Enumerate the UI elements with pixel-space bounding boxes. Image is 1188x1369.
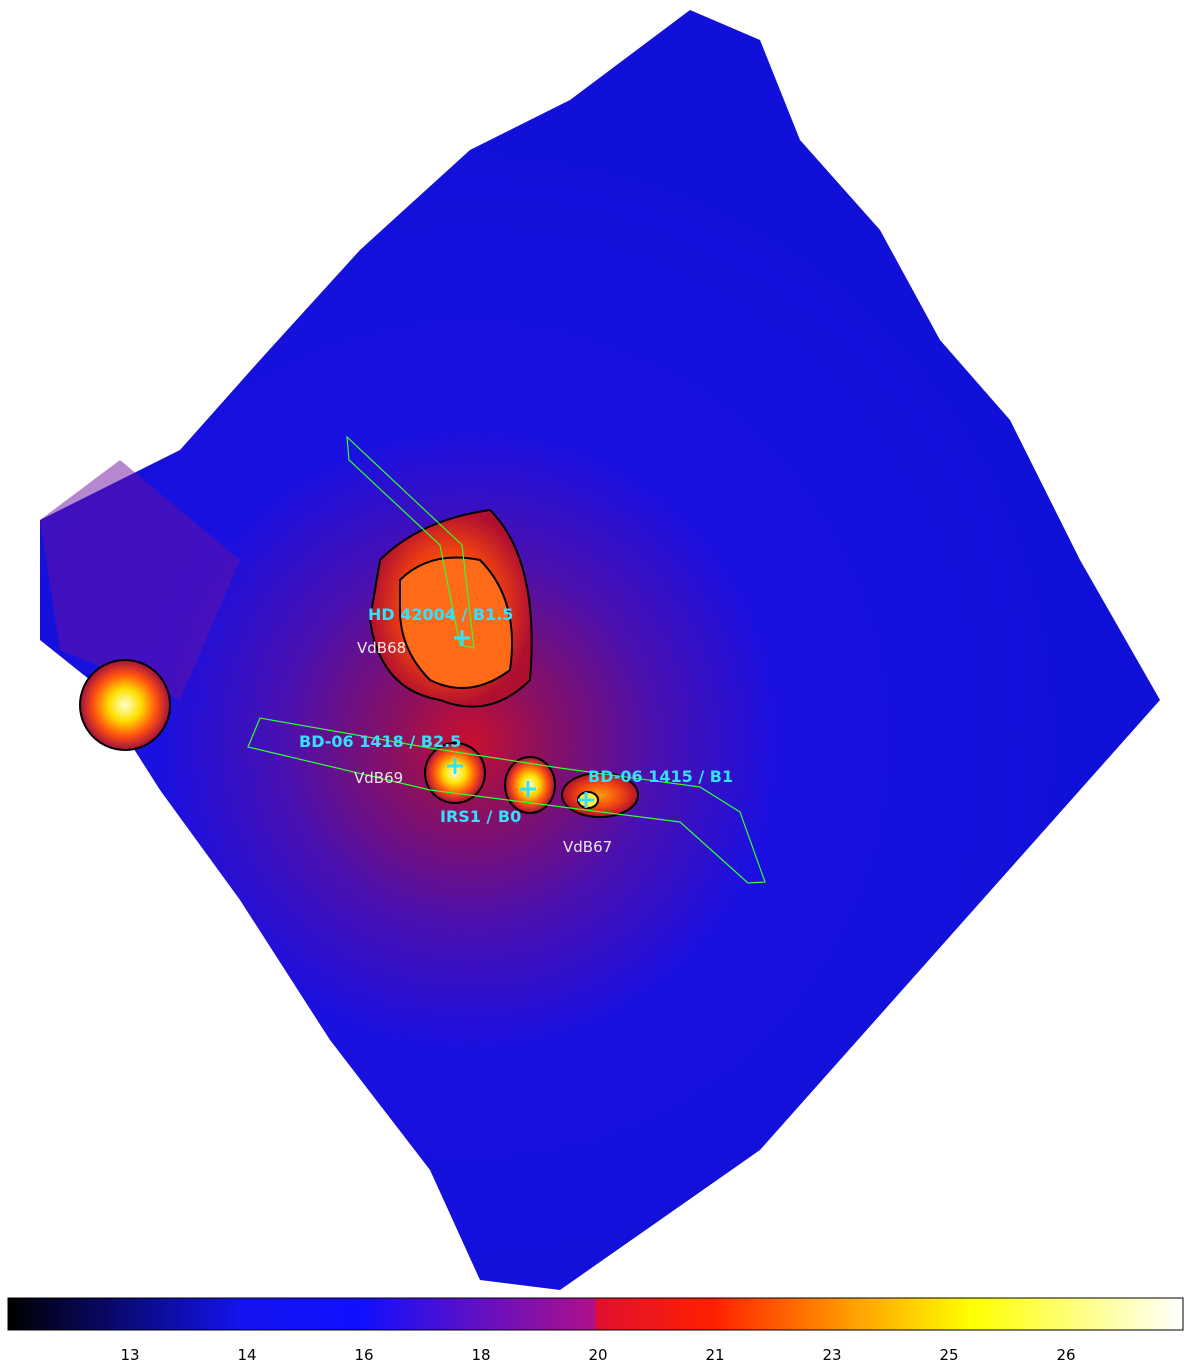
source-label: HD 42004 / B1.5 [368,605,513,624]
colorbar [7,1297,1184,1331]
colorbar-ticks: 13 14 16 18 20 21 23 25 26 [120,1346,1075,1364]
sky-image [40,10,1160,1290]
colorbar-tick-label: 23 [822,1346,841,1364]
colorbar-tick-label: 25 [939,1346,958,1364]
source-label: BD-06 1418 / B2.5 [299,732,461,751]
colorbar-tick-label: 20 [588,1346,607,1364]
colorbar-tick-label: 14 [237,1346,256,1364]
source-label: BD-06 1415 / B1 [588,767,733,786]
colorbar-tick-label: 26 [1056,1346,1075,1364]
colorbar-tick-label: 13 [120,1346,139,1364]
colorbar-tick-label: 16 [354,1346,373,1364]
colorbar-tick-label: 21 [705,1346,724,1364]
source-label: IRS1 / B0 [440,807,521,826]
colorbar-tick-label: 18 [471,1346,490,1364]
nebula-label: VdB69 [354,769,403,787]
nebula-label: VdB68 [357,639,406,657]
nebula-label: VdB67 [563,838,612,856]
